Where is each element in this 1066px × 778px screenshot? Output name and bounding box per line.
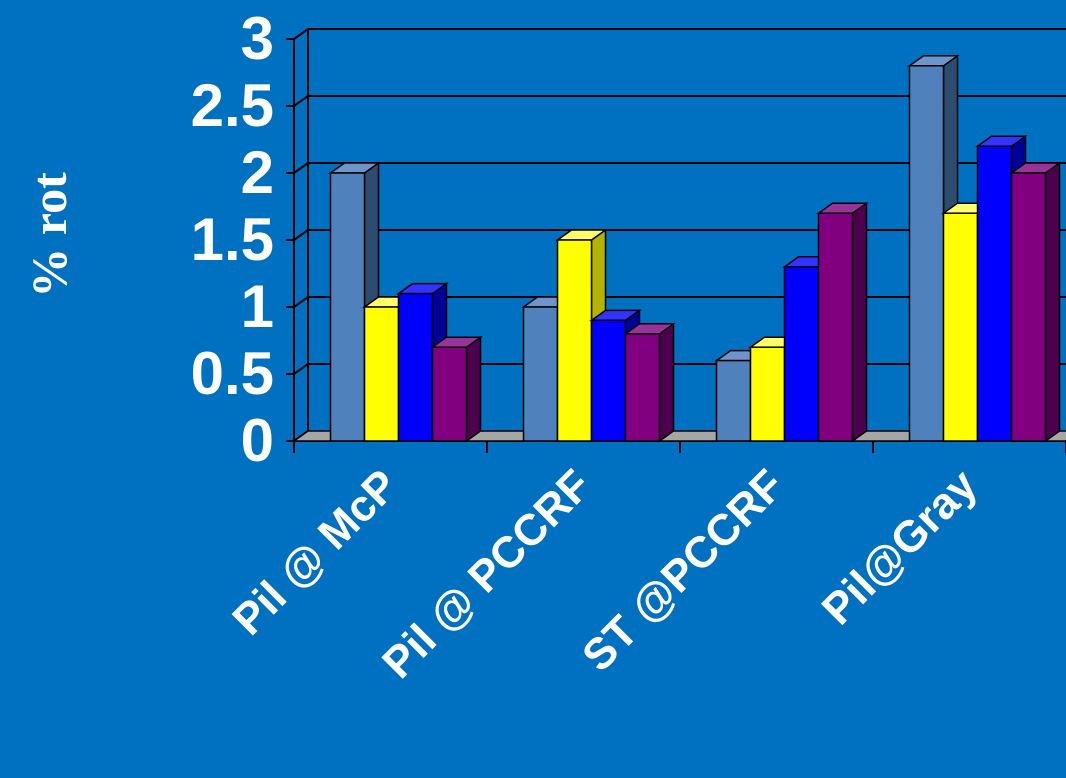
x-tick-label: Pil@Gray	[813, 460, 987, 634]
y-tick-depth	[293, 162, 309, 174]
y-tick-depth	[293, 363, 309, 375]
y-tick-label: 0	[241, 407, 274, 474]
bar-side	[658, 322, 675, 443]
bar-front	[556, 239, 593, 442]
y-tick-label: 0.5	[191, 340, 274, 407]
bar-side	[465, 335, 482, 443]
y-tick-label: 3	[241, 5, 274, 72]
bar-side	[851, 201, 868, 443]
bar-front	[942, 212, 979, 442]
bar-front	[715, 359, 752, 442]
bar-front	[1010, 172, 1047, 442]
bar	[396, 282, 449, 443]
y-tick-labels: 00.511.522.53	[191, 5, 274, 474]
bar	[623, 322, 676, 443]
y-axis-label: % rot	[21, 172, 77, 298]
bar	[816, 201, 869, 443]
bar-front	[817, 212, 854, 442]
x-tick-label: Pil @ McP	[223, 460, 407, 644]
bar-front	[624, 333, 661, 442]
bars	[328, 54, 1062, 443]
y-tick-depth	[293, 296, 309, 308]
bar	[1009, 161, 1062, 443]
x-tick-label: ST @PCCRF	[573, 460, 794, 681]
bar-front	[976, 145, 1013, 442]
y-tick-depth	[293, 95, 309, 107]
bar-front	[908, 65, 945, 442]
x-tick-label: Pil @ PCCRF	[373, 460, 600, 687]
bar	[430, 335, 483, 443]
bar-front	[783, 266, 820, 442]
y-tick-depth	[293, 229, 309, 241]
bar-front	[363, 306, 400, 442]
bar-front	[590, 319, 627, 442]
y-tick-label: 1	[241, 273, 274, 340]
y-tick-label: 2	[241, 139, 274, 206]
y-tick-depth	[293, 28, 309, 40]
y-tick-label: 1.5	[191, 206, 274, 273]
bar-front	[522, 306, 559, 442]
bar-front	[329, 172, 366, 442]
bar-front	[431, 346, 468, 442]
y-tick-label: 2.5	[191, 72, 274, 139]
bar-front	[749, 346, 786, 442]
bar-front	[397, 292, 434, 442]
bar-side	[1044, 161, 1061, 443]
